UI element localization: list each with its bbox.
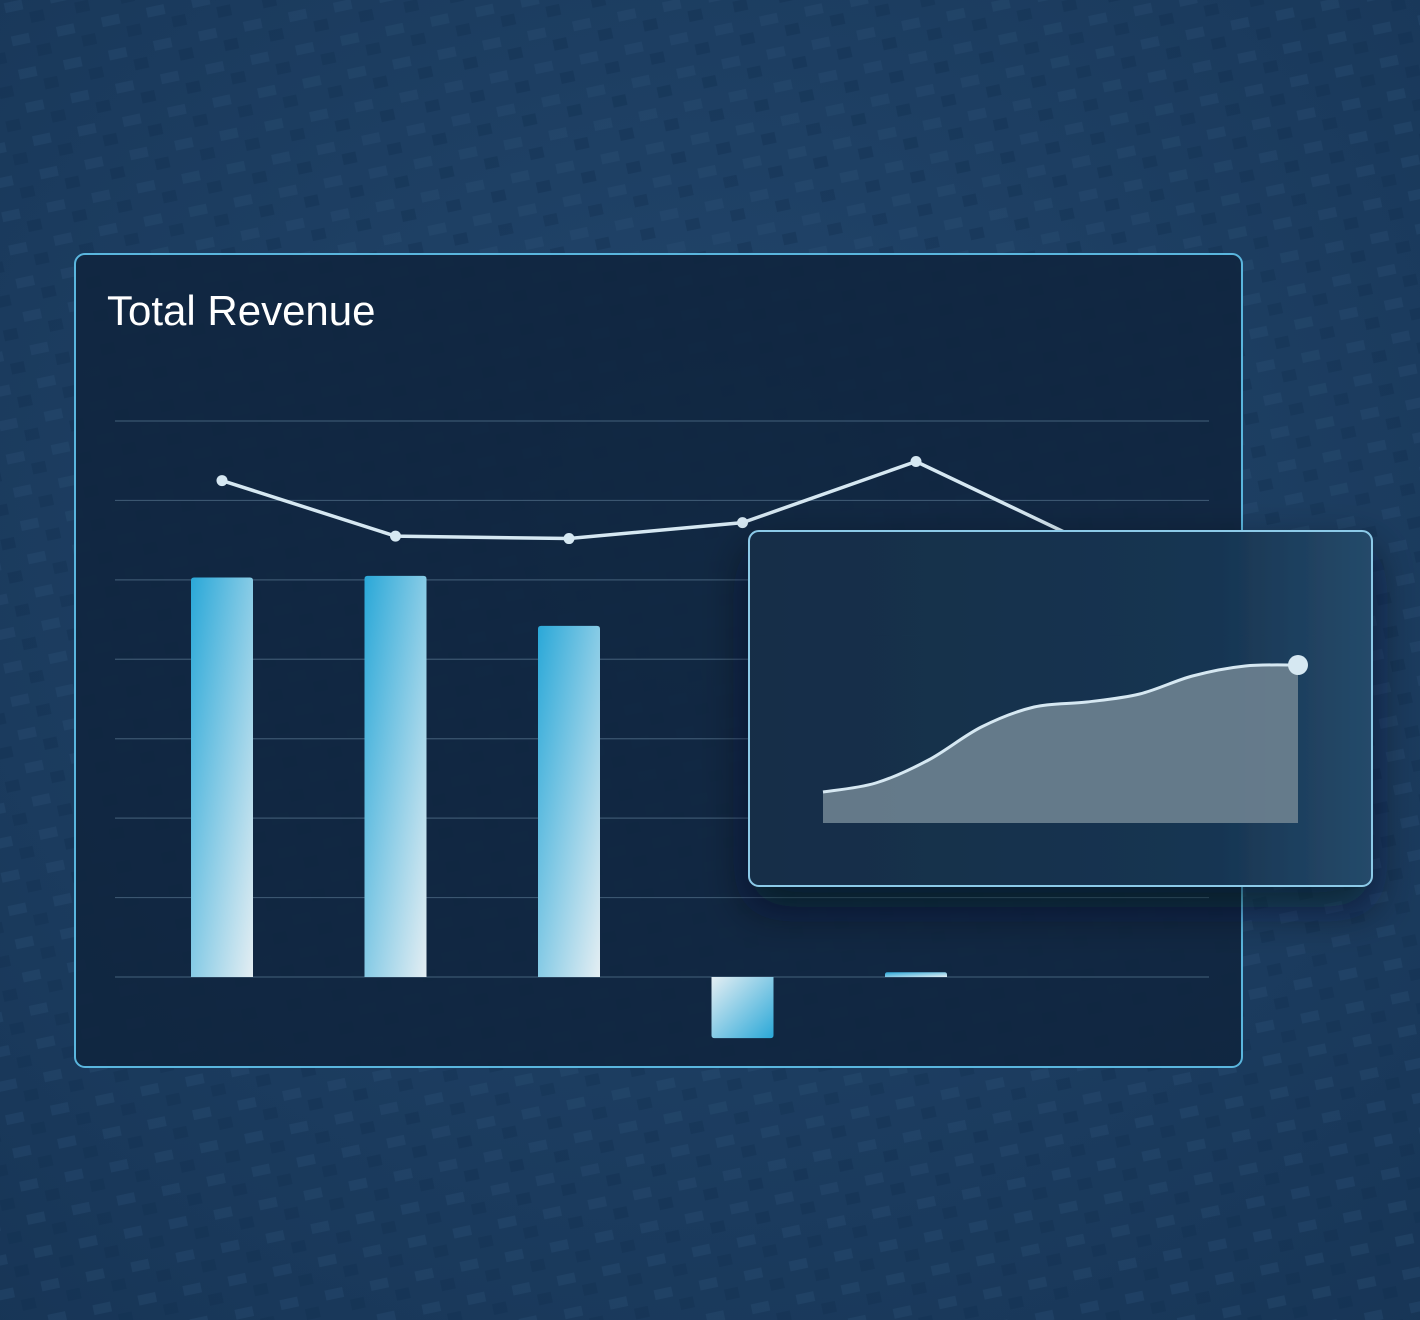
bar	[191, 577, 253, 977]
line-point	[737, 517, 748, 529]
line-point	[910, 456, 922, 468]
chart-title: Total Revenue	[107, 287, 376, 334]
bar	[711, 977, 774, 1039]
inset-chart	[822, 655, 1308, 823]
bar	[538, 625, 600, 977]
bar	[885, 972, 947, 977]
line-point	[216, 475, 228, 487]
area	[823, 664, 1298, 823]
line-point	[563, 533, 575, 545]
bar	[364, 575, 427, 977]
area-line	[822, 663, 1299, 794]
area-end-point	[1288, 655, 1308, 675]
line	[221, 459, 1091, 546]
line-point	[390, 530, 401, 542]
